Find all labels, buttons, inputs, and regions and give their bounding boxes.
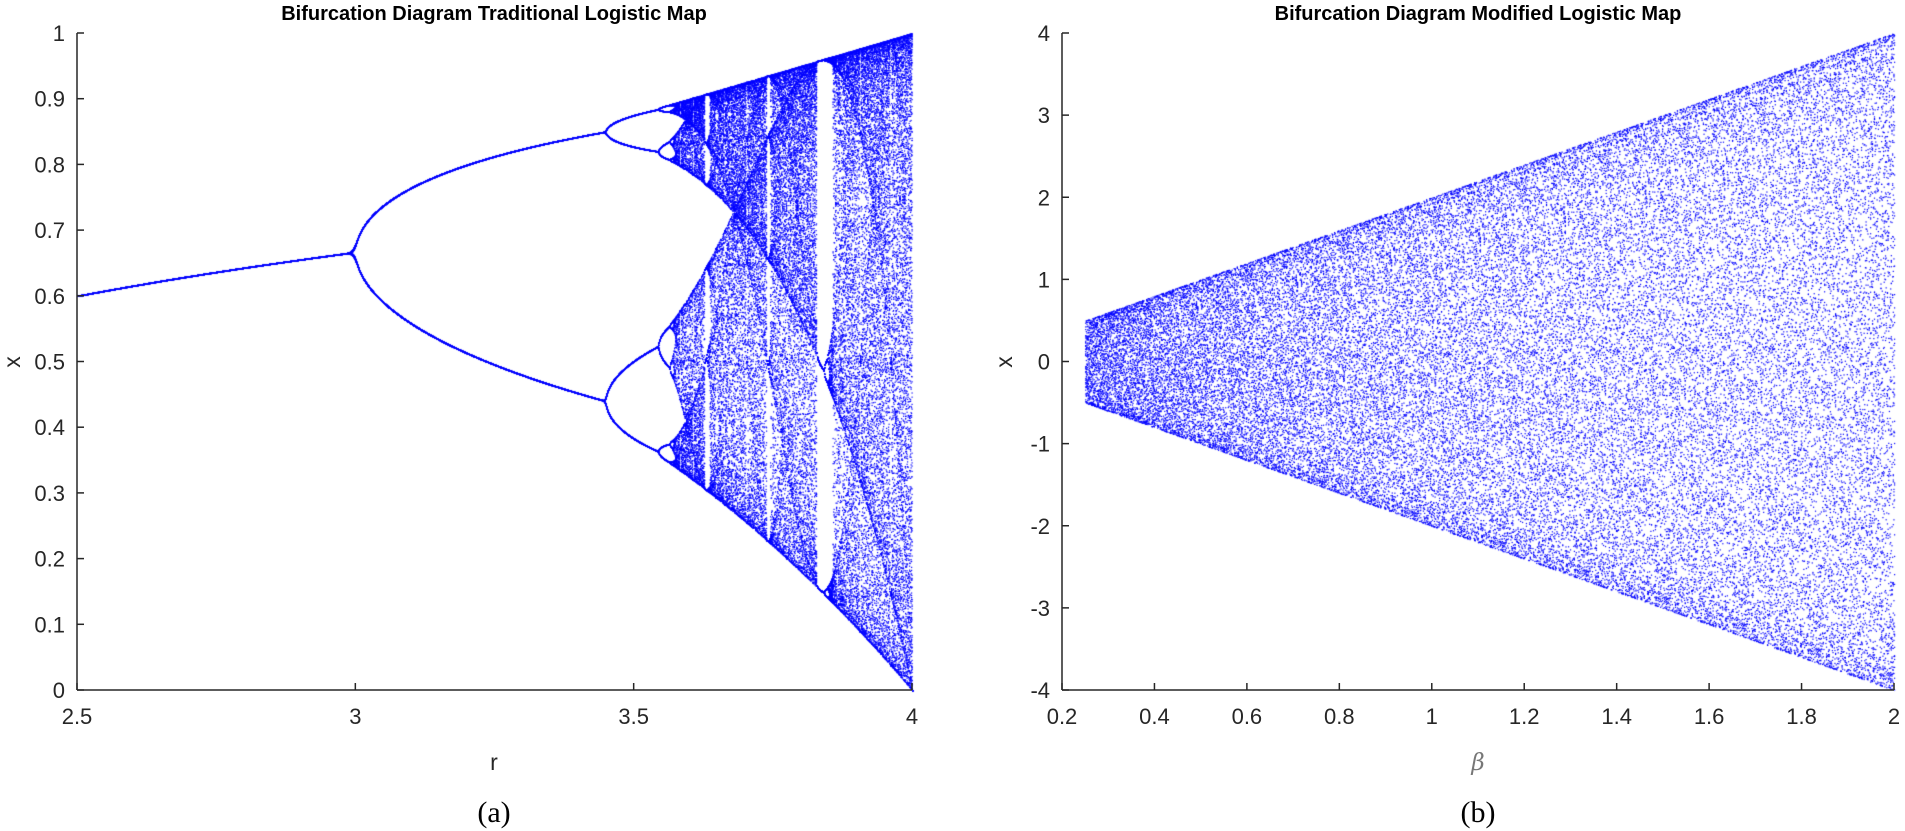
chart-b-xlabel: β (1470, 750, 1484, 776)
chart-b-y-tick-label: -3 (1030, 596, 1050, 621)
chart-a-y-tick-label: 0.1 (34, 612, 65, 637)
chart-a-x-tick-label: 4 (906, 704, 918, 729)
chart-a-y-tick-label: 0.5 (34, 350, 65, 375)
chart-a-title: Bifurcation Diagram Traditional Logistic… (281, 3, 707, 25)
chart-a-y-tick-label: 0.9 (34, 87, 65, 112)
chart-b-y-tick-label: 1 (1038, 267, 1050, 292)
chart-b-y-tick-label: 3 (1038, 103, 1050, 128)
chart-a-y-tick-label: 0 (53, 678, 65, 703)
chart-b-x-tick-label: 1.4 (1601, 704, 1632, 729)
chart-b-x-tick-label: 1.2 (1509, 704, 1540, 729)
chart-b-x-tick-label: 0.2 (1047, 704, 1078, 729)
chart-a-caption: (a) (477, 796, 510, 829)
chart-b-x-tick-label: 0.8 (1324, 704, 1355, 729)
chart-b-x-tick-label: 1 (1426, 704, 1438, 729)
chart-b-x-tick-label: 0.4 (1139, 704, 1170, 729)
chart-a-y-tick-label: 1 (53, 21, 65, 46)
chart-b-x-tick-label: 1.6 (1694, 704, 1725, 729)
chart-b-title: Bifurcation Diagram Modified Logistic Ma… (1275, 3, 1682, 25)
chart-a-ylabel: x (0, 356, 25, 368)
chart-b-x-tick-label: 0.6 (1232, 704, 1263, 729)
chart-a-y-tick-label: 0.7 (34, 218, 65, 243)
chart-a-x-tick-label: 3.5 (618, 704, 649, 729)
chart-a-y-tick-label: 0.6 (34, 284, 65, 309)
chart-a-y-tick-label: 0.3 (34, 481, 65, 506)
chart-b-y-tick-label: 4 (1038, 21, 1050, 46)
chart-b-y-tick-label: 2 (1038, 185, 1050, 210)
chart-a-xlabel: r (490, 749, 498, 775)
chart-a-y-tick-label: 0.2 (34, 547, 65, 572)
chart-b-x-tick-label: 2 (1888, 704, 1900, 729)
chart-b-caption: (b) (1461, 796, 1496, 829)
chart-a-y-tick-label: 0.8 (34, 152, 65, 177)
chart-a-y-tick-label: 0.4 (34, 415, 65, 440)
chart-b-y-tick-label: -4 (1030, 678, 1050, 703)
chart-a-x-tick-label: 3 (349, 704, 361, 729)
chart-b-y-tick-label: -2 (1030, 514, 1050, 539)
chart-b-x-tick-label: 1.8 (1786, 704, 1817, 729)
chart-b-ylabel: x (991, 356, 1017, 368)
chart-a-x-tick-label: 2.5 (62, 704, 93, 729)
chart-b-y-tick-label: -1 (1030, 432, 1050, 457)
chart-b-y-tick-label: 0 (1038, 350, 1050, 375)
